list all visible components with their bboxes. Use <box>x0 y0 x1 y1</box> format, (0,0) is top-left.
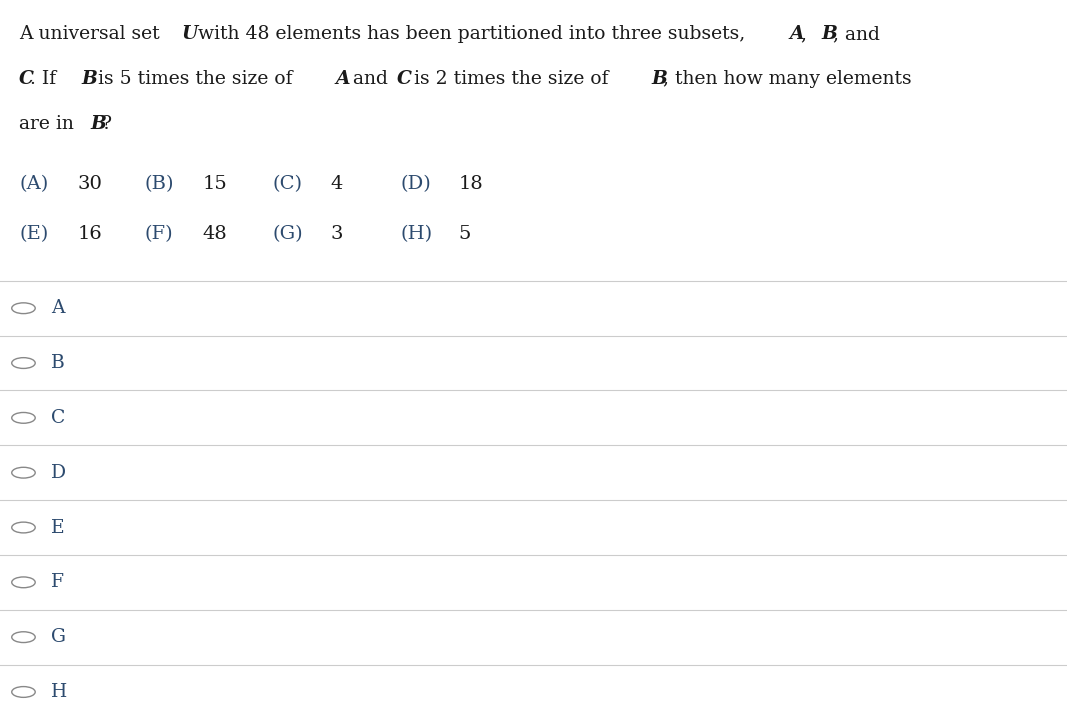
Text: B: B <box>652 70 667 88</box>
Text: (B): (B) <box>144 176 174 194</box>
Text: A universal set: A universal set <box>19 25 165 43</box>
Text: G: G <box>51 628 66 646</box>
Text: 5: 5 <box>459 225 472 243</box>
Text: 15: 15 <box>203 176 227 194</box>
Text: , and: , and <box>832 25 879 43</box>
Text: (H): (H) <box>400 225 432 243</box>
Text: B: B <box>90 115 106 133</box>
Text: is 5 times the size of: is 5 times the size of <box>93 70 299 88</box>
Text: (C): (C) <box>272 176 302 194</box>
Text: 16: 16 <box>78 225 102 243</box>
Text: is 2 times the size of: is 2 times the size of <box>409 70 615 88</box>
Text: are in: are in <box>19 115 80 133</box>
Text: B: B <box>822 25 838 43</box>
Text: 3: 3 <box>331 225 344 243</box>
Text: 30: 30 <box>78 176 102 194</box>
Text: C: C <box>397 70 412 88</box>
Text: 48: 48 <box>203 225 227 243</box>
Text: H: H <box>51 683 67 701</box>
Text: ,: , <box>801 25 813 43</box>
Text: (F): (F) <box>144 225 173 243</box>
Text: (E): (E) <box>19 225 48 243</box>
Text: B: B <box>81 70 97 88</box>
Text: and: and <box>347 70 394 88</box>
Text: F: F <box>51 573 64 591</box>
Text: A: A <box>335 70 350 88</box>
Text: C: C <box>19 70 34 88</box>
Text: ?: ? <box>101 115 111 133</box>
Text: (A): (A) <box>19 176 48 194</box>
Text: D: D <box>51 463 66 482</box>
Text: . If: . If <box>31 70 63 88</box>
Text: (G): (G) <box>272 225 303 243</box>
Text: U: U <box>181 25 197 43</box>
Text: A: A <box>51 299 65 317</box>
Text: , then how many elements: , then how many elements <box>663 70 911 88</box>
Text: C: C <box>51 409 65 427</box>
Text: 4: 4 <box>331 176 344 194</box>
Text: B: B <box>51 354 65 372</box>
Text: (D): (D) <box>400 176 431 194</box>
Text: 18: 18 <box>459 176 483 194</box>
Text: A: A <box>790 25 805 43</box>
Text: E: E <box>51 518 65 536</box>
Text: with 48 elements has been partitioned into three subsets,: with 48 elements has been partitioned in… <box>192 25 752 43</box>
